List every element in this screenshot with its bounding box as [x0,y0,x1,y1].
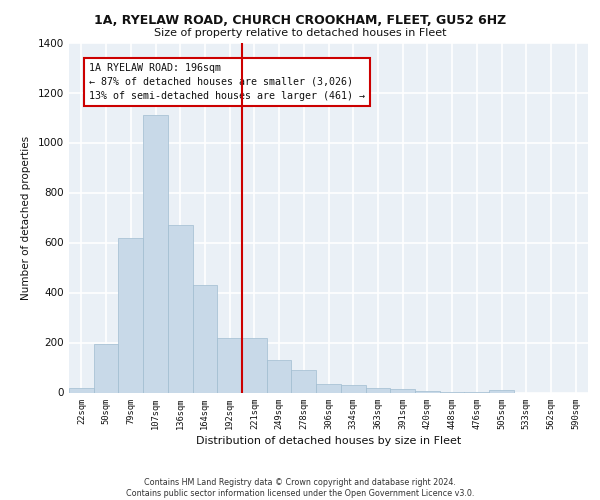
Bar [69,388,94,392]
Bar [217,338,242,392]
Bar [94,344,118,393]
Bar [316,384,341,392]
Bar [415,390,440,392]
Bar [118,238,143,392]
Text: 1A RYELAW ROAD: 196sqm
← 87% of detached houses are smaller (3,026)
13% of semi-: 1A RYELAW ROAD: 196sqm ← 87% of detached… [89,62,365,100]
Bar [168,225,193,392]
Bar [242,338,267,392]
Bar [143,115,168,392]
Bar [292,370,316,392]
Text: Contains HM Land Registry data © Crown copyright and database right 2024.
Contai: Contains HM Land Registry data © Crown c… [126,478,474,498]
Bar [341,385,365,392]
Text: 1A, RYELAW ROAD, CHURCH CROOKHAM, FLEET, GU52 6HZ: 1A, RYELAW ROAD, CHURCH CROOKHAM, FLEET,… [94,14,506,27]
Bar [365,388,390,392]
Bar [390,389,415,392]
X-axis label: Distribution of detached houses by size in Fleet: Distribution of detached houses by size … [196,436,461,446]
Text: Size of property relative to detached houses in Fleet: Size of property relative to detached ho… [154,28,446,38]
Bar [489,390,514,392]
Bar [193,285,217,393]
Y-axis label: Number of detached properties: Number of detached properties [21,136,31,300]
Bar [267,360,292,392]
